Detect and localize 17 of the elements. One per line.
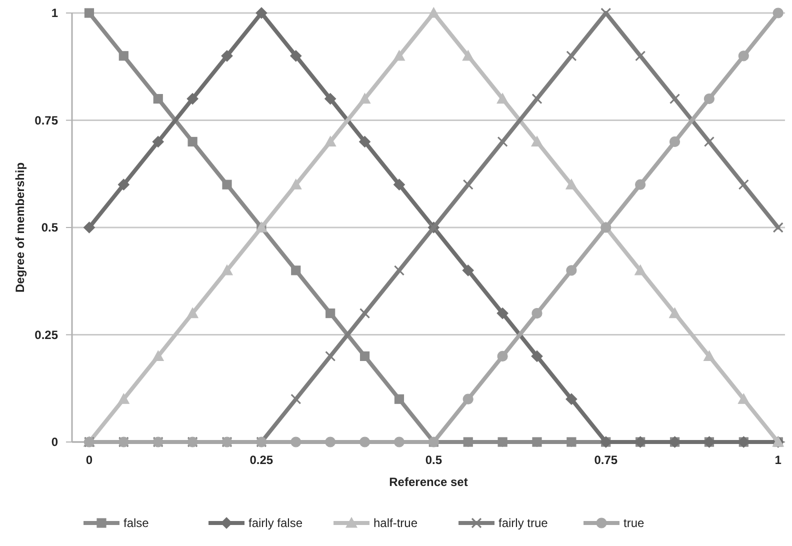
x-tick-label: 0	[86, 453, 93, 467]
y-tick-label: 0.25	[34, 328, 58, 342]
legend-label: false	[124, 516, 150, 530]
y-tick-label: 0	[51, 435, 58, 450]
y-axis-title: Degree of membership	[13, 162, 27, 293]
legend-label: fairly false	[248, 516, 303, 530]
x-axis-title: Reference set	[389, 475, 468, 489]
legend-label: half-true	[374, 516, 418, 530]
x-tick-label: 0.5	[425, 453, 442, 467]
y-tick-label: 1	[51, 6, 58, 20]
y-tick-label: 0.5	[41, 220, 58, 235]
legend-label: fairly true	[498, 516, 548, 530]
y-tick-label: 0.75	[34, 113, 58, 128]
x-tick-label: 1	[774, 453, 782, 467]
x-tick-label: 0.75	[594, 453, 618, 467]
x-tick-label: 0.25	[250, 453, 274, 467]
legend-label: true	[624, 516, 645, 530]
